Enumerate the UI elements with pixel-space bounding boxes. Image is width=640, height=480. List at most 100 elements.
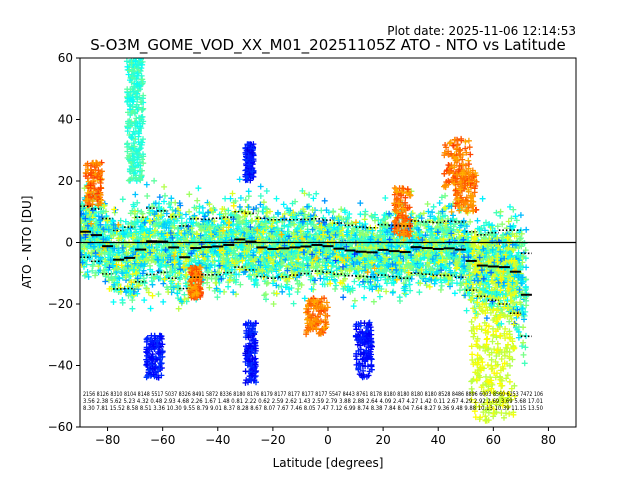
scatter-marker-group <box>208 207 396 272</box>
x-tick-label: −80 <box>95 433 120 447</box>
scatter-marker-group <box>315 198 467 337</box>
scatter-marker-group <box>299 235 351 261</box>
scatter-marker-group <box>150 321 373 349</box>
scatter-marker-group <box>339 237 518 327</box>
scatter-marker-group <box>82 215 347 301</box>
scatter-marker-group <box>314 183 468 321</box>
scatter-marker-group <box>80 210 472 274</box>
scatter-marker-group <box>230 216 426 243</box>
scatter-marker-group <box>356 323 371 369</box>
scatter-marker-group <box>146 217 518 409</box>
scatter-marker-group <box>111 225 468 271</box>
scatter-marker-group <box>106 233 513 398</box>
scatter-marker-group <box>119 194 414 259</box>
chart-title: S-O3M_GOME_VOD_XX_M01_20251105Z ATO - NT… <box>90 36 566 55</box>
scatter-marker-group <box>87 142 460 207</box>
scatter-marker-group <box>81 194 515 297</box>
scatter-marker-group <box>195 151 474 292</box>
scatter-marker-group <box>82 227 507 275</box>
scatter-marker-group <box>321 219 327 226</box>
scatter-marker-group <box>311 299 318 305</box>
scatter-marker-group <box>247 224 502 244</box>
scatter-marker-group <box>284 267 485 274</box>
scatter-marker-group <box>312 256 319 263</box>
scatter-marker-group <box>118 231 503 386</box>
scatter-marker-group <box>389 261 490 322</box>
x-tick-label: 60 <box>486 433 501 447</box>
y-tick-label: 0 <box>65 236 73 250</box>
scatter-marker-group <box>301 238 523 293</box>
scatter-marker-group <box>192 176 461 311</box>
scatter-marker-group <box>305 152 480 333</box>
y-tick-label: −20 <box>48 297 73 311</box>
bin-statistics <box>80 205 532 338</box>
scatter-marker-group <box>397 163 465 206</box>
scatter-marker-group <box>333 253 340 260</box>
scatter-marker-group <box>180 254 272 271</box>
scatter-marker-group <box>144 145 375 383</box>
x-tick-label: −20 <box>260 433 285 447</box>
scatter-marker-group <box>169 234 176 241</box>
scatter-marker-group <box>177 206 393 273</box>
scatter-marker-group <box>187 171 466 296</box>
scatter-marker-group <box>188 202 477 327</box>
scatter-marker-group <box>112 206 480 278</box>
scatter-marker-group <box>400 223 408 237</box>
scatter-marker-group <box>220 227 227 234</box>
scatter-marker-group <box>80 246 483 261</box>
scatter-marker-group <box>150 171 253 378</box>
y-tick-label: 20 <box>58 174 73 188</box>
scatter-marker-group <box>148 331 370 368</box>
scatter-marker-group <box>113 224 412 276</box>
scatter-marker-group <box>128 279 135 286</box>
scatter-marker-group <box>403 164 458 229</box>
scatter-marker-group <box>226 220 232 226</box>
x-axis-ticks: −80 −60 −40 −20 0 20 40 60 80 <box>95 427 556 447</box>
scatter-marker-group <box>100 218 156 243</box>
scatter-marker-group <box>97 176 327 336</box>
scatter-marker-group <box>87 222 464 278</box>
annotation-line-sigmas: 8.30 7.81 15.52 8.58 8.51 3.36 10.30 9.5… <box>83 404 543 412</box>
scatter-marker-group <box>415 251 422 258</box>
scatter-marker-group <box>392 237 496 284</box>
scatter-marker-group <box>154 156 256 344</box>
x-tick-label: −40 <box>205 433 230 447</box>
y-axis-label: ATO - NTO [DU] <box>20 196 34 289</box>
scatter-marker-group <box>110 221 507 286</box>
scatter-marker-group <box>515 311 522 318</box>
scatter-marker-group <box>177 202 249 275</box>
scatter-marker-group <box>197 231 408 280</box>
scatter-marker-group <box>371 265 378 272</box>
y-tick-label: −60 <box>48 420 73 434</box>
scatter-marker-group <box>456 146 465 180</box>
scatter-marker-group <box>278 231 285 238</box>
scatter-marker-group <box>200 251 404 260</box>
scatter-marker-group <box>88 217 483 272</box>
scatter-marker-group <box>110 220 510 297</box>
scatter-marker-group <box>92 224 376 293</box>
x-tick-label: 80 <box>541 433 556 447</box>
scatter-marker-group <box>309 251 316 258</box>
plot-date: Plot date: 2025-11-06 12:14:53 <box>387 24 576 38</box>
y-tick-label: 60 <box>58 51 73 65</box>
scatter-marker-group <box>465 178 472 185</box>
scatter-marker-group <box>243 153 375 350</box>
scatter-marker-group <box>353 219 359 226</box>
scatter-marker-group <box>115 214 516 423</box>
x-tick-label: 40 <box>431 433 446 447</box>
scatter-marker-group <box>192 173 459 283</box>
x-tick-label: 20 <box>375 433 390 447</box>
scatter-marker-group <box>331 239 505 283</box>
scatter-marker-group <box>196 204 400 283</box>
x-axis-label: Latitude [degrees] <box>273 456 384 470</box>
bin-annotations: 2156 8126 8310 8104 8148 5517 5037 8326 … <box>83 390 543 412</box>
scatter-marker-group <box>168 214 518 400</box>
scatter-marker-group <box>188 250 496 305</box>
scatter-marker-group <box>189 171 463 332</box>
scatter-marker-group <box>198 180 474 285</box>
scatter-marker-group <box>242 176 373 347</box>
scatter-marker-group <box>96 242 338 258</box>
y-tick-label: 40 <box>58 113 73 127</box>
scatter-marker-group <box>87 135 465 301</box>
